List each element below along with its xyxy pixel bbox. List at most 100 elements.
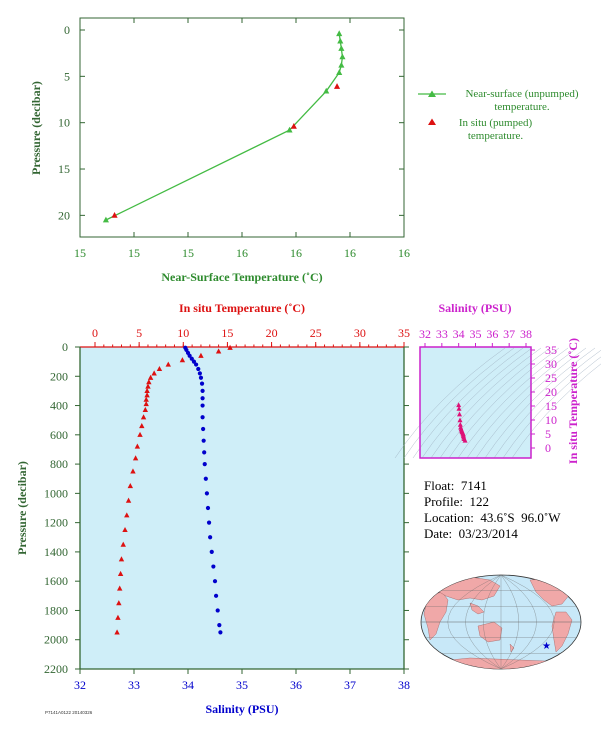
salinity-point [200, 415, 205, 420]
temp-axis-tick-label: 15 [221, 326, 233, 340]
salinity-point [211, 564, 216, 569]
salinity-axis-tick-label: 36 [290, 678, 302, 692]
temp-axis-tick-label: 35 [398, 326, 410, 340]
ts-y-tick-label: 35 [545, 343, 557, 357]
salinity-point [199, 381, 205, 386]
temperature-point [179, 357, 186, 363]
in-situ-point [290, 122, 297, 129]
top-y-tick-label: 0 [64, 23, 70, 37]
ts-y-tick-label: 5 [545, 427, 551, 441]
main-ylabel: Pressure (decibar) [15, 461, 29, 555]
float-id: Float: 7141 [424, 478, 487, 493]
salinity-point [202, 461, 207, 467]
near-surface-point [337, 37, 344, 44]
ts-y-tick-label: 10 [545, 413, 557, 427]
map-meridian [500, 575, 519, 669]
salinity-axis-tick-label: 32 [74, 678, 86, 692]
salinity-point [215, 608, 220, 613]
near-surface-point [336, 30, 343, 37]
density-contour [448, 347, 560, 459]
temp-axis-tick-label: 0 [92, 326, 98, 340]
ts-point [457, 421, 463, 427]
salinity-point [198, 375, 204, 380]
ts-point [462, 437, 468, 443]
temp-axis-tick-label: 25 [310, 326, 322, 340]
legend-label-in-situ: In situ (pumped) temperature. [458, 117, 533, 142]
temperature-point [165, 361, 171, 367]
top-y-tick-label: 20 [58, 208, 70, 222]
salinity-axis-tick-label: 33 [128, 678, 140, 692]
temperature-point [143, 396, 149, 402]
pressure-axis-tick-label: 2000 [44, 633, 68, 647]
top-xlabel: Near-Surface Temperature (˚C) [161, 270, 322, 284]
salinity-point [200, 388, 205, 394]
top-x-tick-label: 15 [182, 246, 194, 260]
salinity-point [206, 520, 212, 525]
land-africa [423, 591, 449, 641]
temperature-point [130, 468, 136, 474]
map-meridian [500, 575, 555, 669]
salinity-point [196, 366, 201, 372]
temperature-point [134, 443, 141, 449]
salinity-point [204, 491, 209, 496]
map-meridian [447, 575, 502, 669]
temperature-point [156, 365, 163, 372]
salinity-point [201, 438, 206, 443]
ts-x-tick-label: 35 [470, 327, 482, 341]
float-location-marker: ★ [542, 641, 551, 652]
profile-chart: 0 5 10 15 20 25 30 35 32 33 34 35 36 37 38 0 200 400 600 80… [44, 326, 410, 692]
salinity-point [191, 359, 197, 364]
ts-y-tick-label: 25 [545, 371, 557, 385]
in-situ-point [111, 211, 118, 218]
salinity-point [208, 535, 213, 540]
salinity-axis-tick-label: 37 [344, 678, 356, 692]
ts-x-tick-label: 38 [520, 327, 532, 341]
ts-x-tick-label: 36 [486, 327, 498, 341]
density-contour [457, 347, 569, 459]
land-southeast-asia [469, 602, 485, 615]
main-bottom-axis-label: Salinity (PSU) [205, 702, 278, 716]
temperature-point [147, 374, 154, 380]
ts-x-tick-label: 34 [453, 327, 465, 341]
near-surface-point [339, 53, 346, 60]
temperature-point [144, 387, 150, 394]
temperature-point [118, 556, 125, 562]
ts-y-tick-label: 15 [545, 399, 557, 413]
ts-x-tick-label: 33 [436, 327, 448, 341]
salinity-point [197, 371, 202, 376]
temperature-point [151, 370, 157, 376]
temperature-point [144, 392, 150, 398]
ts-y-tick-label: 0 [545, 441, 551, 455]
pressure-axis-tick-label: 400 [50, 399, 68, 413]
density-contour [466, 347, 578, 459]
temperature-point [140, 414, 147, 420]
near-surface-point [286, 126, 293, 133]
temperature-point [198, 352, 204, 358]
legend-marker-in-situ [428, 118, 436, 125]
salinity-point [201, 426, 206, 432]
salinity-point [209, 549, 214, 555]
density-contour [484, 347, 596, 459]
density-contour [394, 347, 506, 459]
temperature-point [143, 401, 149, 407]
salinity-axis-tick-label: 34 [182, 678, 194, 692]
near-surface-point [323, 87, 330, 94]
near-surface-point [336, 69, 343, 76]
ts-y-tick-label: 30 [545, 357, 557, 371]
top-y-tick-label: 10 [58, 116, 70, 130]
temperature-point [137, 431, 143, 437]
temperature-point [116, 600, 122, 606]
near-surface-point [338, 45, 345, 51]
temperature-point [142, 406, 149, 413]
ts-ylabel: In situ Temperature (˚C) [566, 338, 580, 464]
density-contour [511, 363, 601, 459]
temp-axis-tick-label: 10 [177, 326, 189, 340]
temperature-point [127, 483, 134, 489]
ts-point [457, 417, 463, 423]
top-x-tick-label: 16 [344, 246, 356, 260]
density-contour [421, 347, 533, 459]
temperature-point [122, 526, 128, 533]
temperature-point [114, 629, 120, 635]
